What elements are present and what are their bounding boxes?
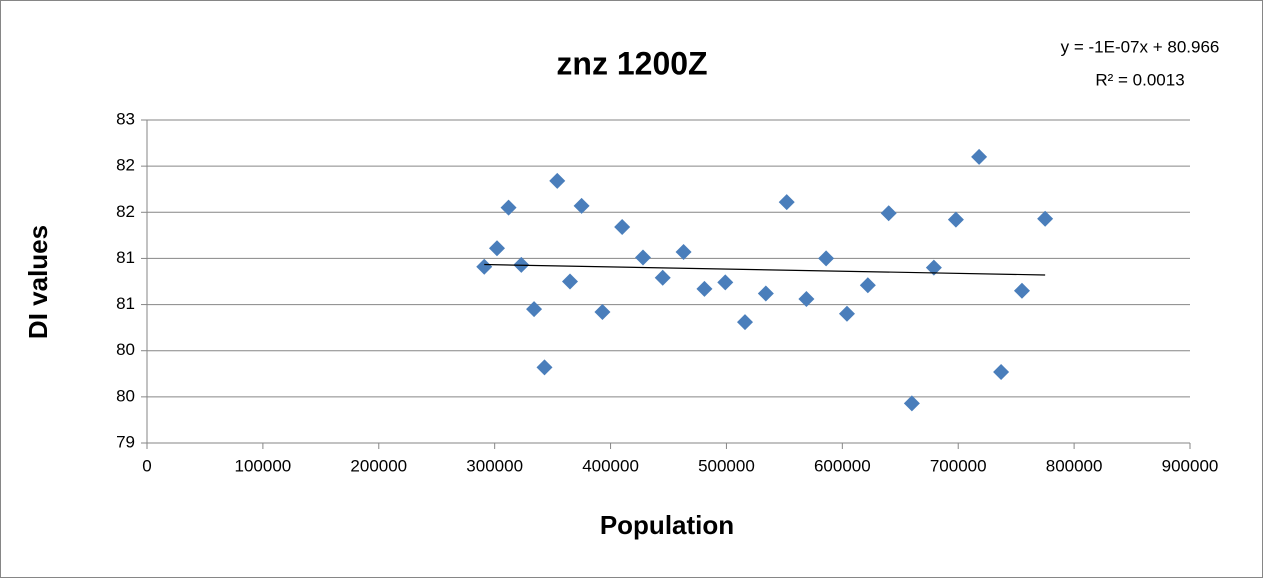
point [798,291,815,308]
point [476,258,493,275]
point [778,194,795,211]
chart-title: znz 1200Z [556,45,707,81]
point [993,363,1010,380]
y-tick-label: 80 [116,386,135,405]
point [736,314,753,331]
x-tick-label: 600000 [814,456,871,475]
point [614,219,631,236]
point [675,243,692,260]
x-axis-label: Population [600,510,734,540]
point [903,395,920,412]
point [947,211,964,228]
y-tick-label: 81 [116,294,135,313]
x-tick-label: 500000 [698,456,755,475]
point [654,269,671,286]
x-tick-label: 900000 [1162,456,1219,475]
x-tick-label: 400000 [582,456,639,475]
y-tick-label: 83 [116,109,135,128]
point [536,359,553,376]
point [925,259,942,276]
point [757,285,774,302]
point [561,273,578,290]
point [500,199,517,216]
point [1037,210,1054,227]
point [1013,282,1030,299]
x-tick-label: 800000 [1046,456,1103,475]
x-tick-label: 0 [142,456,151,475]
point [526,301,543,318]
x-tick-label: 100000 [235,456,292,475]
point [594,303,611,320]
point [971,148,988,165]
equation: y = -1E-07x + 80.966 [1061,37,1220,56]
point [573,197,590,214]
y-tick-label: 79 [116,432,135,451]
point [818,250,835,267]
y-tick-label: 80 [116,340,135,359]
point [880,205,897,222]
point [488,240,505,257]
y-axis-label: DI values [23,225,53,339]
y-tick-label: 82 [116,202,135,221]
r-squared: R² = 0.0013 [1095,70,1184,89]
x-tick-label: 300000 [466,456,523,475]
point [838,305,855,322]
y-tick-label: 81 [116,248,135,267]
x-tick-label: 200000 [350,456,407,475]
x-tick-label: 700000 [930,456,987,475]
y-tick-label: 82 [116,156,135,175]
point [696,280,713,297]
trendline [484,263,1046,276]
point [859,277,876,294]
point [549,172,566,189]
point [635,249,652,266]
point [717,274,734,291]
